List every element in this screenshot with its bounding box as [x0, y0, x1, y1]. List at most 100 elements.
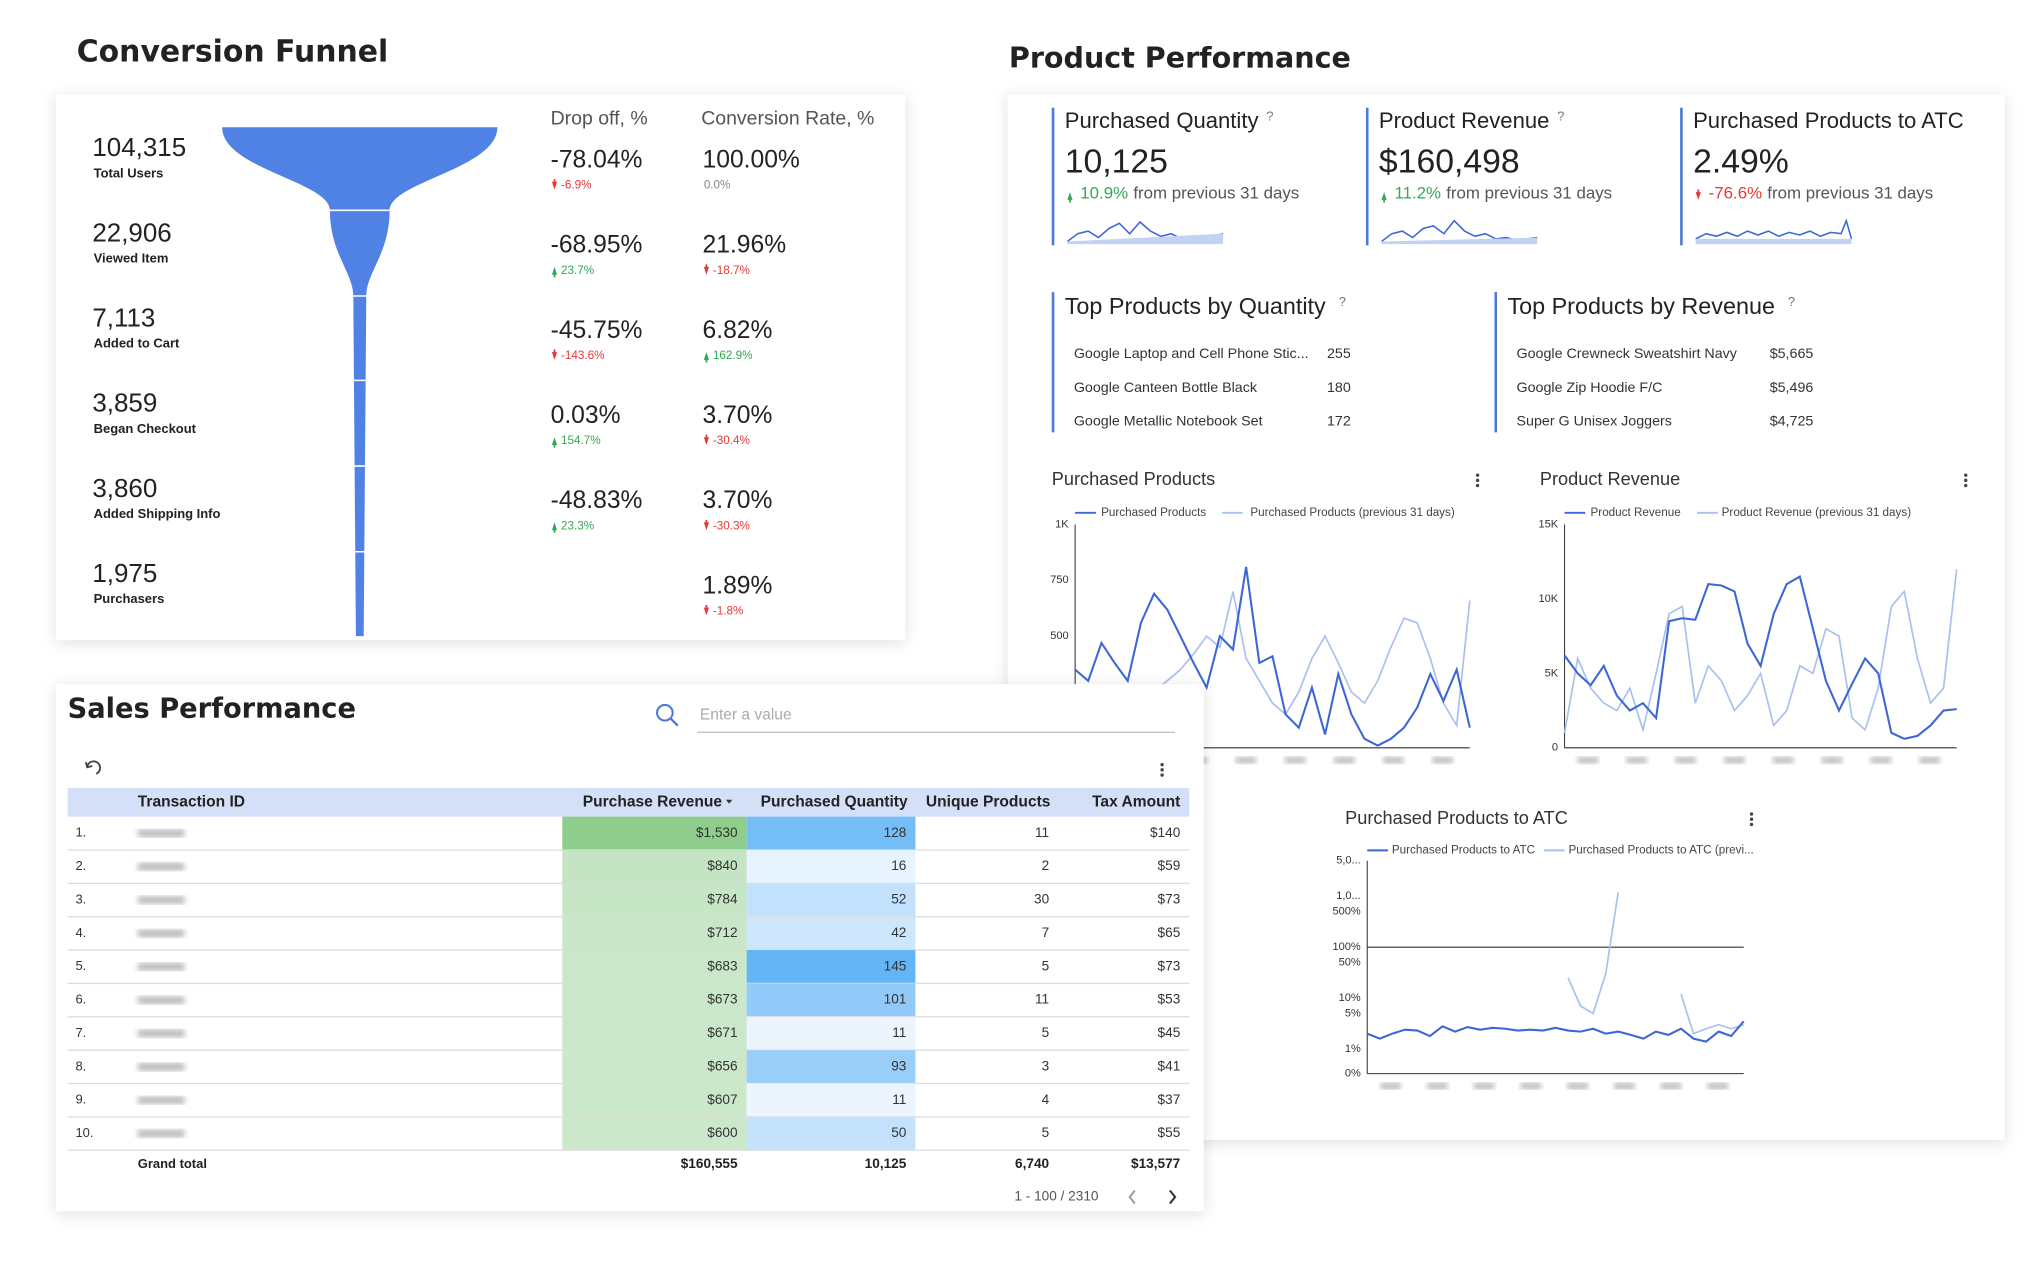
legend-label: Purchased Products — [1101, 506, 1206, 519]
y-tick-label: 1,0... — [1336, 890, 1361, 902]
series-line — [1563, 574, 1957, 740]
arrow-up — [551, 437, 558, 448]
change-suffix: from previous 31 days — [1767, 184, 1933, 203]
card-title: Top Products by Quantity — [1065, 293, 1326, 319]
cell: $55 — [1158, 1125, 1181, 1140]
y-tick-label: 1K — [1055, 518, 1069, 530]
product-name: Google Canteen Bottle Black — [1074, 380, 1258, 396]
row-index: 1. — [75, 825, 86, 840]
y-tick-label: 500% — [1333, 906, 1361, 918]
row-index: 8. — [75, 1058, 86, 1073]
product-value: 172 — [1327, 414, 1351, 430]
row-index: 10. — [75, 1125, 93, 1140]
next-page[interactable] — [1169, 1189, 1177, 1205]
menu-icon — [1749, 812, 1754, 816]
arrow-down — [703, 519, 710, 531]
quantity-cell — [746, 1083, 916, 1117]
arrow-up — [703, 352, 710, 363]
header-row — [67, 788, 1190, 817]
y-tick-label: 0% — [1345, 1068, 1361, 1080]
quantity-cell — [746, 983, 916, 1017]
cell: $53 — [1158, 992, 1181, 1007]
legend-label: Purchased Products to ATC (previ... — [1568, 843, 1753, 856]
step-label: Total Users — [94, 165, 164, 180]
y-tick-label: 750 — [1050, 574, 1068, 586]
revenue-cell — [562, 883, 747, 917]
card-title: Top Products by Revenue — [1507, 293, 1775, 319]
cell: $671 — [707, 1025, 737, 1040]
quantity-cell — [746, 1050, 916, 1084]
cell: $41 — [1158, 1058, 1181, 1073]
menu-icon — [1475, 478, 1480, 483]
cell: $673 — [707, 992, 737, 1007]
x-tick-blur — [1432, 756, 1454, 764]
x-tick-blur — [1567, 1082, 1588, 1090]
cell: $140 — [1150, 825, 1181, 840]
x-tick-blur — [1383, 756, 1404, 764]
cell: $73 — [1158, 892, 1181, 907]
conversion-rate: 3.70% — [703, 487, 773, 514]
search-icon — [669, 717, 679, 727]
legend-label: Purchased Products (previous 31 days) — [1250, 506, 1454, 519]
cell: $37 — [1158, 1092, 1181, 1107]
transaction-id-blur — [137, 962, 185, 971]
cell: 101 — [884, 992, 907, 1007]
column-header: Purchase Revenue — [583, 793, 723, 810]
conversion-rate: 21.96% — [703, 232, 787, 259]
product-value: $5,665 — [1770, 346, 1814, 362]
product-value: 255 — [1327, 346, 1351, 362]
change-value: 10.9% — [1080, 184, 1128, 203]
cell: 93 — [891, 1058, 906, 1073]
menu-icon — [1749, 822, 1754, 827]
card-change: 11.2% from previous 31 days — [1394, 184, 1612, 203]
product-value: $4,725 — [1770, 414, 1814, 430]
step-value: 22,906 — [92, 217, 171, 247]
product-layer: Product Performance Purchased Quantity ? 10… — [1009, 41, 1968, 1090]
total-cell: 10,125 — [865, 1156, 907, 1171]
cell: $712 — [707, 925, 737, 940]
step-value: 7,113 — [92, 302, 155, 332]
drop-off: -68.95% — [551, 232, 643, 259]
help-icon: ? — [1266, 108, 1273, 123]
cell: 42 — [891, 925, 906, 940]
card-value: 10,125 — [1065, 143, 1168, 181]
cell: $840 — [707, 858, 738, 873]
change: -6.9% — [561, 179, 592, 192]
cell: 5 — [1042, 1125, 1050, 1140]
revenue-cell — [562, 1050, 747, 1084]
series-line — [1366, 1020, 1745, 1043]
x-tick-blur — [1613, 1082, 1635, 1090]
change-value: -76.6% — [1709, 184, 1762, 203]
cell: 5 — [1042, 958, 1050, 973]
change: -30.4% — [713, 434, 750, 447]
cell: $656 — [707, 1058, 737, 1073]
conversion-rate: 3.70% — [703, 402, 773, 429]
total-label: Grand total — [138, 1156, 207, 1171]
x-tick-blur — [1660, 1082, 1682, 1090]
cell: $1,530 — [696, 825, 738, 840]
x-tick-blur — [1723, 756, 1745, 764]
prev-page[interactable] — [1128, 1189, 1136, 1205]
menu-icon — [1964, 478, 1968, 483]
card-change: -76.6% from previous 31 days — [1709, 184, 1933, 203]
sales-layer: Sales Performance Enter a value Transactio… — [67, 694, 1190, 1205]
cell: 145 — [884, 958, 907, 973]
series-line — [1567, 892, 1744, 1035]
chart-title: Purchased Products to ATC — [1345, 808, 1568, 828]
step-value: 3,860 — [92, 473, 157, 503]
transaction-id-blur — [137, 829, 185, 838]
step-label: Added Shipping Info — [94, 506, 221, 521]
cell: $600 — [707, 1125, 738, 1140]
y-tick-label: 0 — [1552, 742, 1558, 754]
change: 154.7% — [561, 434, 601, 447]
change: 23.7% — [561, 264, 594, 277]
card-value: 2.49% — [1693, 143, 1789, 181]
column-header: Unique Products — [926, 793, 1051, 810]
change-value: 11.2% — [1394, 184, 1441, 203]
arrow-down — [703, 434, 710, 446]
cell: 128 — [884, 825, 907, 840]
card-title: Product Revenue — [1379, 108, 1549, 133]
product-value: $5,496 — [1770, 380, 1814, 396]
